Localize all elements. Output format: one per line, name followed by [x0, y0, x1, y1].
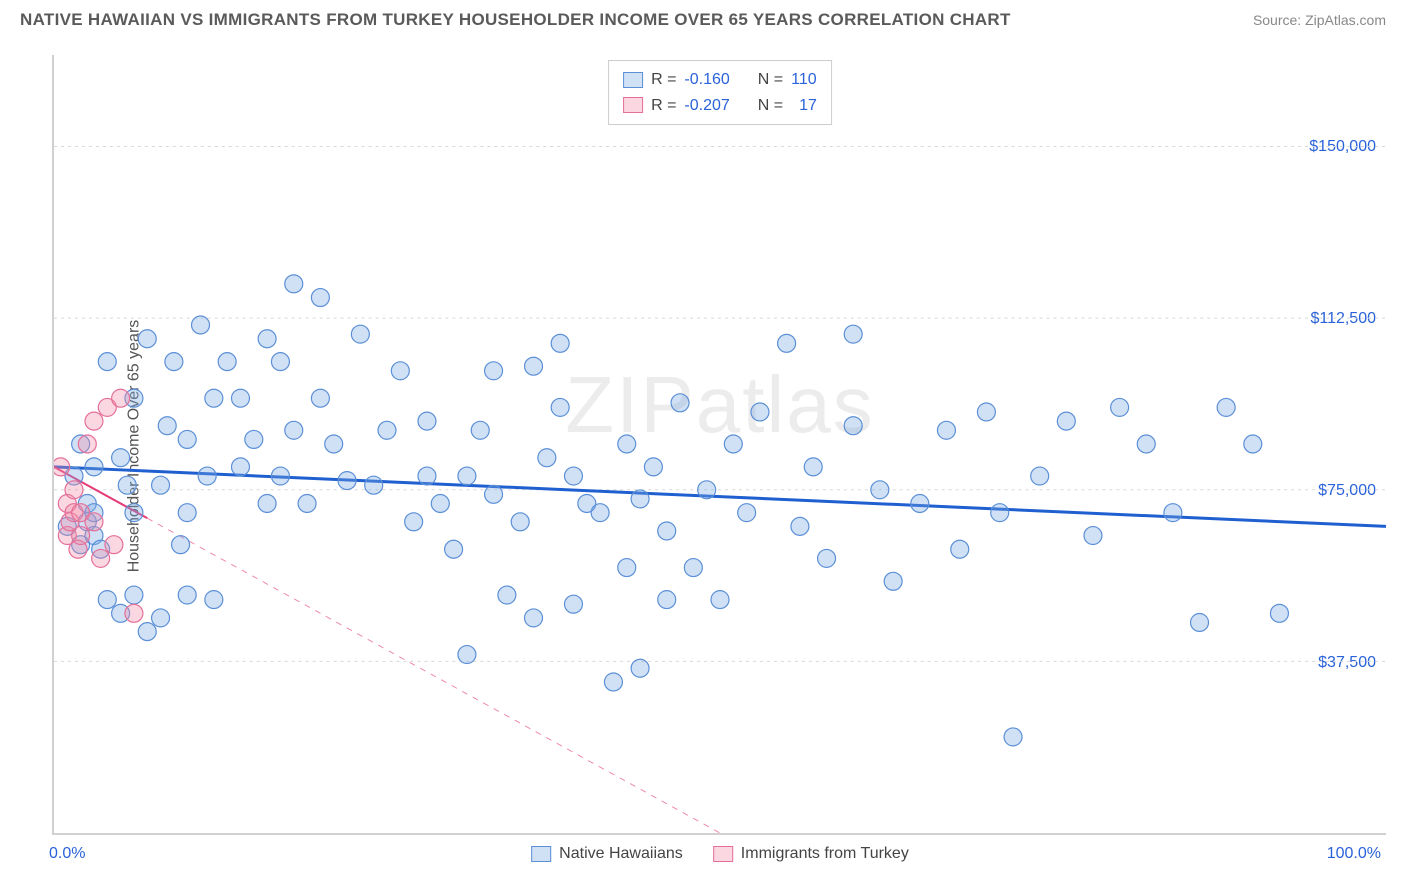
chart-area: ZIPatlas R = -0.160 N = 110 R = -0.207 N…: [52, 55, 1386, 835]
legend-r-label: R =: [651, 67, 676, 93]
legend-series-item: Immigrants from Turkey: [713, 845, 909, 863]
legend-series-label: Native Hawaiians: [559, 845, 683, 863]
legend-swatch-icon: [623, 72, 643, 88]
source-label: Source: ZipAtlas.com: [1253, 12, 1386, 28]
chart-title: NATIVE HAWAIIAN VS IMMIGRANTS FROM TURKE…: [20, 10, 1011, 30]
legend-swatch-icon: [713, 846, 733, 862]
legend-n-label: N =: [758, 93, 783, 119]
legend-n-value: 110: [791, 67, 817, 93]
legend-series-item: Native Hawaiians: [531, 845, 683, 863]
legend-r-value: -0.207: [684, 93, 729, 119]
legend-series: Native Hawaiians Immigrants from Turkey: [531, 845, 909, 863]
legend-stats-row: R = -0.207 N = 17: [623, 93, 817, 119]
legend-series-label: Immigrants from Turkey: [741, 845, 909, 863]
x-tick-label: 100.0%: [1327, 845, 1381, 863]
plot-svg: [54, 55, 1386, 833]
legend-n-value: 17: [791, 93, 817, 119]
legend-r-label: R =: [651, 93, 676, 119]
legend-stats-row: R = -0.160 N = 110: [623, 67, 817, 93]
x-tick-label: 0.0%: [49, 845, 85, 863]
legend-n-label: N =: [758, 67, 783, 93]
legend-stats: R = -0.160 N = 110 R = -0.207 N = 17: [608, 60, 832, 125]
legend-swatch-icon: [623, 97, 643, 113]
legend-r-value: -0.160: [684, 67, 729, 93]
legend-swatch-icon: [531, 846, 551, 862]
